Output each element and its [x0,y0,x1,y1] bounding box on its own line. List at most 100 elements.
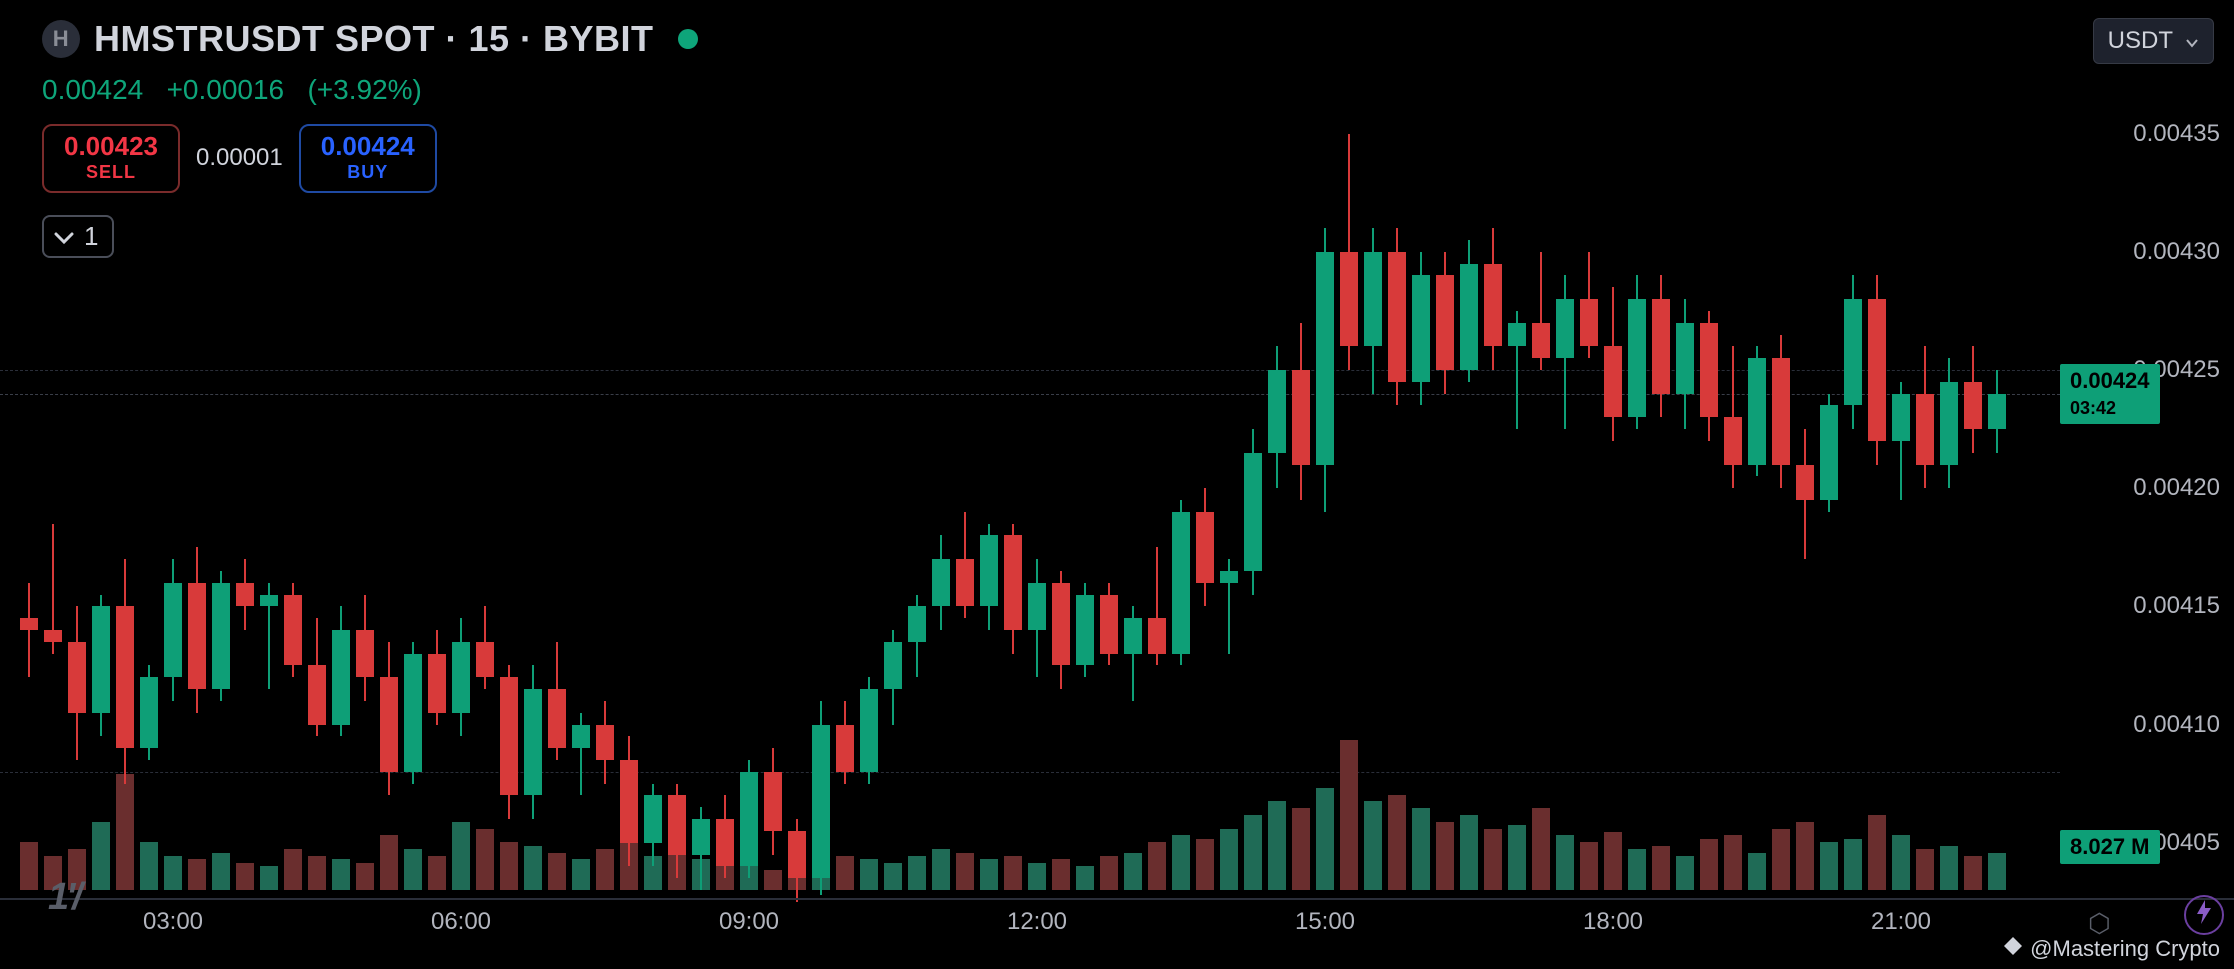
candle [1028,0,1046,900]
candle [1844,0,1862,900]
y-tick-label: 0.00410 [2133,711,2220,739]
buy-label: BUY [321,162,415,183]
symbol-row[interactable]: H HMSTRUSDT SPOT · 15 · BYBIT [42,18,698,60]
candle [1628,0,1646,900]
symbol-badge: H [42,20,80,58]
depth-toggle[interactable]: 1 [42,215,114,258]
x-tick-label: 06:00 [431,908,491,936]
bid-ask-row: 0.00423 SELL 0.00001 0.00424 BUY [42,124,698,193]
candle [1076,0,1094,900]
candle [1196,0,1214,900]
market-live-dot-icon [678,29,698,49]
change-absolute: +0.00016 [167,74,285,105]
x-tick-label: 03:00 [143,908,203,936]
attribution-text: @Mastering Crypto [2030,936,2220,962]
candle [932,0,950,900]
candle [1532,0,1550,900]
candle [884,0,902,900]
sell-label: SELL [64,162,158,183]
currency-selector[interactable]: USDT [2093,18,2214,64]
buy-price: 0.00424 [321,132,415,162]
chevron-down-icon [2185,27,2199,55]
candle [1220,0,1238,900]
x-tick-label: 21:00 [1871,908,1931,936]
y-tick-label: 0.00415 [2133,592,2220,620]
diamond-icon [2002,935,2024,963]
candle [1124,0,1142,900]
candle [836,0,854,900]
y-tick-label: 0.00435 [2133,120,2220,148]
candle [1172,0,1190,900]
sell-button[interactable]: 0.00423 SELL [42,124,180,193]
candle [1916,0,1934,900]
candle [20,0,38,900]
candle [1724,0,1742,900]
candle [1892,0,1910,900]
buy-button[interactable]: 0.00424 BUY [299,124,437,193]
candle [1772,0,1790,900]
candle [716,0,734,900]
price-tag: 8.027 M [2060,830,2160,864]
last-price: 0.00424 [42,74,143,105]
candle [980,0,998,900]
x-tick-label: 15:00 [1295,908,1355,936]
candle [1700,0,1718,900]
chevron-down-icon [54,221,74,252]
y-tick-label: 0.00430 [2133,238,2220,266]
candle [1820,0,1838,900]
candle [1316,0,1334,900]
candle [1556,0,1574,900]
spread-value: 0.00001 [196,144,283,172]
change-percent: (+3.92%) [307,74,421,105]
candle [1652,0,1670,900]
candle [1364,0,1382,900]
candle [1604,0,1622,900]
price-change-row: 0.00424 +0.00016 (+3.92%) [42,74,698,106]
time-axis[interactable]: 03:00 06:00 09:00 12:00 15:00 18:00 21:00 [0,900,2060,952]
candle [1268,0,1286,900]
candle [764,0,782,900]
price-axis[interactable]: 0.004050.004100.004150.004200.004250.004… [2060,0,2234,900]
candle [1964,0,1982,900]
candle [908,0,926,900]
candle [860,0,878,900]
candle [1868,0,1886,900]
candle [1580,0,1598,900]
y-tick-label: 0.00420 [2133,474,2220,502]
candle [1484,0,1502,900]
candle [1748,0,1766,900]
x-tick-label: 12:00 [1007,908,1067,936]
price-tag: 0.0042403:42 [2060,364,2160,424]
candle [1004,0,1022,900]
candle [812,0,830,900]
candle [1100,0,1118,900]
symbol-title: HMSTRUSDT SPOT · 15 · BYBIT [94,18,654,60]
x-tick-label: 18:00 [1583,908,1643,936]
chart-legend: H HMSTRUSDT SPOT · 15 · BYBIT 0.00424 +0… [42,18,698,258]
axis-baseline [0,898,2234,900]
candle [956,0,974,900]
candle [740,0,758,900]
candle [788,0,806,900]
candle [1412,0,1430,900]
candle [1340,0,1358,900]
candle [1052,0,1070,900]
lightning-icon [2195,900,2213,930]
currency-value: USDT [2108,27,2173,55]
sell-price: 0.00423 [64,132,158,162]
x-tick-label: 09:00 [719,908,779,936]
candle [1148,0,1166,900]
candle [1940,0,1958,900]
depth-value: 1 [84,221,98,252]
candle [1436,0,1454,900]
flash-button[interactable] [2184,895,2224,935]
candle [1388,0,1406,900]
candle [1988,0,2006,900]
candle [1460,0,1478,900]
candle [1244,0,1262,900]
tradingview-logo: 1'/ [48,876,80,919]
candle [1292,0,1310,900]
candle [1676,0,1694,900]
candle [1508,0,1526,900]
candle [1796,0,1814,900]
